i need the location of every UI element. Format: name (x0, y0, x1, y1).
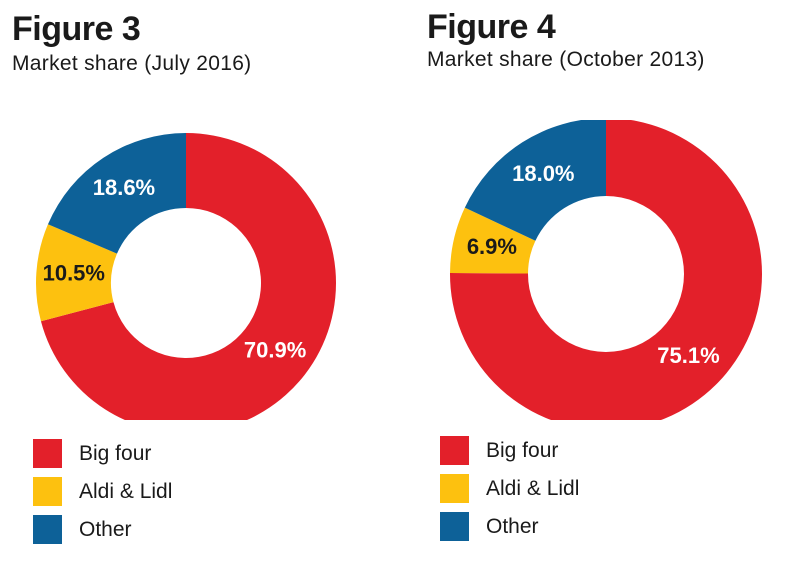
figure-3-panel: Figure 3 Market share (July 2016) 70.9% 1… (12, 10, 336, 548)
data-label-other: 18.0% (512, 161, 574, 186)
chart-title: Figure 3 (12, 10, 141, 48)
slice-aldi-lidl (450, 207, 536, 274)
slice-big-four (40, 133, 336, 420)
donut-chart: 70.9% 10.5% 18.6% (36, 133, 336, 420)
chart-subtitle: Market share (October 2013) (427, 48, 705, 71)
legend-label: Aldi & Lidl (79, 479, 173, 503)
legend-item-big-four: Big four (33, 434, 172, 472)
chart-title: Figure 4 (427, 8, 556, 46)
data-label-big-four: 70.9% (244, 337, 306, 362)
legend-label: Big four (79, 441, 152, 465)
slice-other (464, 120, 606, 241)
slice-other (47, 133, 186, 254)
data-label-big-four: 75.1% (657, 343, 719, 368)
legend-swatch (440, 473, 469, 503)
legend-swatch (440, 435, 469, 465)
data-label-aldi-lidl: 10.5% (43, 261, 105, 286)
legend-swatch (33, 476, 62, 506)
legend-item-other: Other (440, 507, 579, 545)
legend-label: Other (79, 517, 132, 541)
chart-subtitle: Market share (July 2016) (12, 52, 252, 75)
legend: Big four Aldi & Lidl Other (33, 434, 172, 548)
slice-aldi-lidl (36, 224, 117, 322)
legend-swatch (33, 514, 62, 544)
legend-item-big-four: Big four (440, 431, 579, 469)
donut-chart: 75.1% 6.9% 18.0% (450, 120, 762, 420)
data-label-other: 18.6% (93, 175, 155, 200)
legend-label: Big four (486, 438, 559, 462)
legend-item-aldi-lidl: Aldi & Lidl (33, 472, 172, 510)
legend-swatch (440, 511, 469, 541)
legend-item-other: Other (33, 510, 172, 548)
legend-swatch (33, 438, 62, 468)
legend-label: Aldi & Lidl (486, 476, 580, 500)
figure-4-panel: Figure 4 Market share (October 2013) 75.… (395, 0, 790, 563)
data-label-aldi-lidl: 6.9% (467, 234, 517, 259)
slice-big-four (450, 120, 762, 420)
legend: Big four Aldi & Lidl Other (440, 431, 579, 545)
legend-label: Other (486, 514, 539, 538)
legend-item-aldi-lidl: Aldi & Lidl (440, 469, 579, 507)
